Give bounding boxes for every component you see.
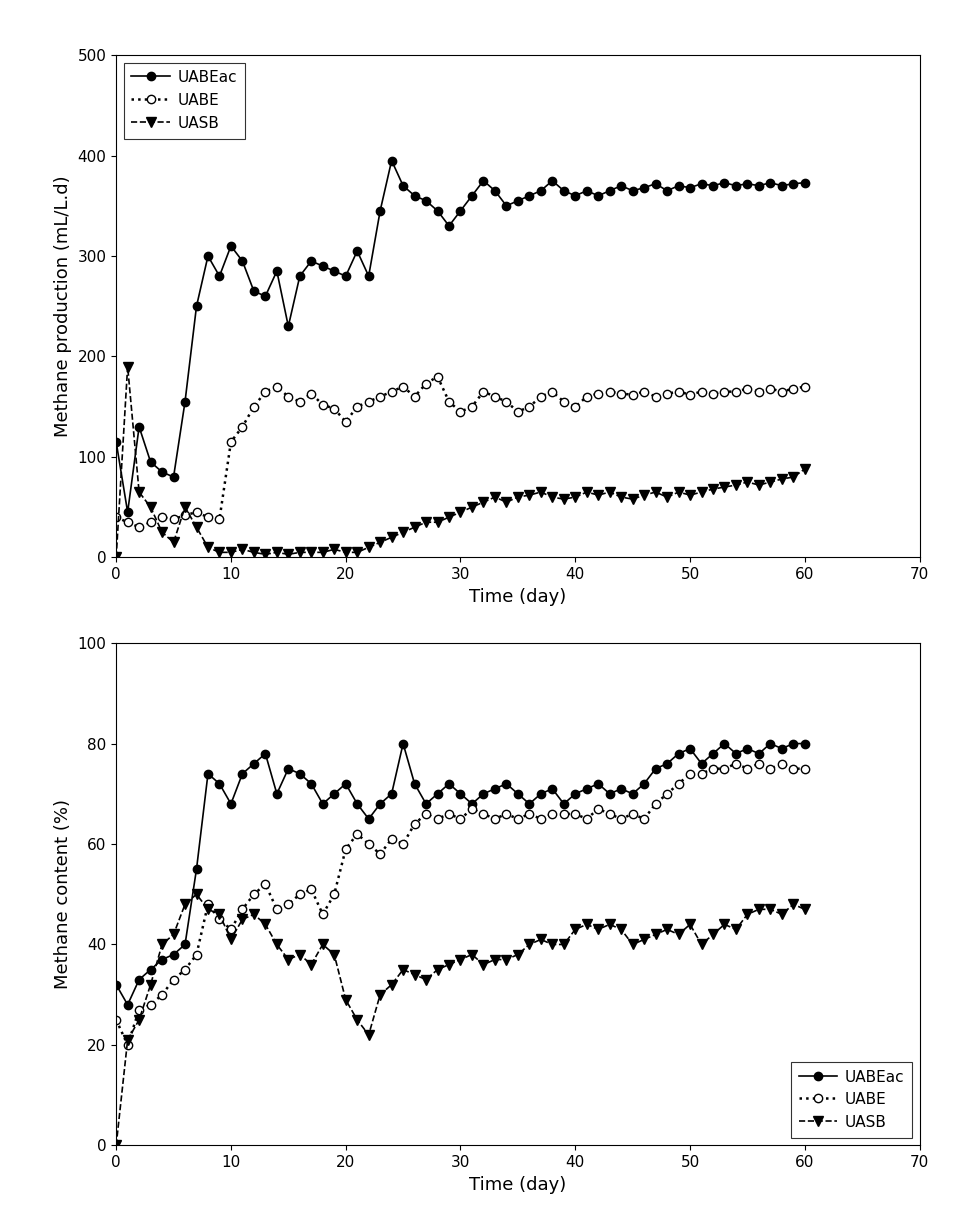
UABE: [547, 385, 559, 399]
Line: UABE: UABE: [112, 760, 809, 1049]
UASB: [535, 932, 547, 947]
UASB: [363, 1028, 375, 1042]
UABE: [799, 380, 810, 394]
UASB: [489, 952, 500, 967]
UABEac: [259, 289, 271, 304]
UABE: [122, 1038, 134, 1052]
UABE: [110, 1012, 122, 1027]
UASB: [799, 902, 810, 916]
UABEac: [110, 435, 122, 450]
UASB: [122, 359, 134, 374]
UABE: [500, 394, 512, 409]
UABEac: [397, 736, 408, 751]
UASB: [110, 550, 122, 565]
UABE: [718, 761, 730, 777]
X-axis label: Time (day): Time (day): [469, 588, 566, 605]
UASB: [718, 918, 730, 932]
UABEac: [283, 761, 294, 777]
UASB: [110, 1138, 122, 1153]
UABEac: [547, 173, 559, 187]
UABEac: [500, 198, 512, 213]
UABEac: [363, 268, 375, 283]
UABEac: [122, 997, 134, 1012]
UASB: [283, 952, 294, 967]
UABE: [535, 811, 547, 826]
UASB: [191, 887, 202, 902]
UABEac: [122, 505, 134, 519]
UASB: [283, 548, 294, 562]
UABEac: [799, 175, 810, 190]
UABE: [110, 510, 122, 524]
UABE: [489, 811, 500, 826]
UABE: [363, 394, 375, 409]
UABE: [283, 897, 294, 911]
UASB: [799, 462, 810, 477]
UABE: [432, 369, 443, 383]
Line: UASB: UASB: [111, 889, 809, 1150]
Line: UABEac: UABEac: [112, 740, 809, 1009]
UABE: [730, 385, 741, 399]
UABE: [730, 756, 741, 771]
X-axis label: Time (day): Time (day): [469, 1176, 566, 1193]
UABEac: [730, 179, 741, 194]
UABE: [134, 519, 145, 534]
UASB: [259, 918, 271, 932]
UASB: [535, 485, 547, 500]
Line: UABEac: UABEac: [112, 157, 809, 517]
UABE: [799, 761, 810, 777]
Legend: UABEac, UABE, UASB: UABEac, UABE, UASB: [124, 62, 245, 138]
UASB: [363, 540, 375, 555]
UABEac: [283, 318, 294, 333]
Y-axis label: Methane content (%): Methane content (%): [54, 799, 72, 990]
UASB: [718, 480, 730, 495]
UABE: [259, 385, 271, 399]
UABEac: [110, 978, 122, 992]
UABEac: [799, 736, 810, 751]
Y-axis label: Methane production (mL/L.d): Methane production (mL/L.d): [54, 175, 72, 437]
UABEac: [259, 746, 271, 761]
Line: UASB: UASB: [111, 361, 809, 562]
UASB: [259, 548, 271, 562]
Line: UABE: UABE: [112, 372, 809, 532]
UASB: [489, 490, 500, 505]
UABEac: [386, 153, 398, 168]
UABEac: [547, 782, 559, 796]
Legend: UABEac, UABE, UASB: UABEac, UABE, UASB: [791, 1062, 912, 1138]
UABE: [363, 837, 375, 851]
UABEac: [730, 746, 741, 761]
UABEac: [363, 811, 375, 826]
UABEac: [500, 777, 512, 791]
UABE: [283, 390, 294, 404]
UABE: [259, 877, 271, 892]
